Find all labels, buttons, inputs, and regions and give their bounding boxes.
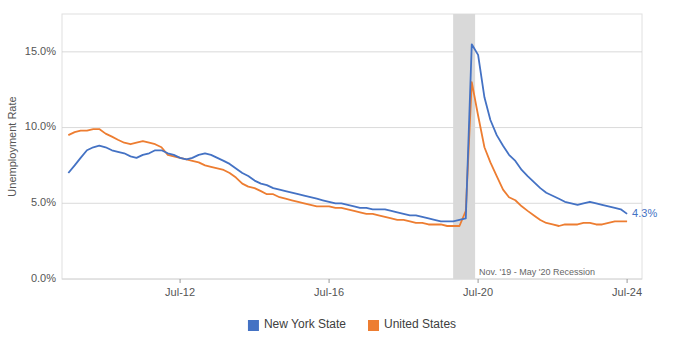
legend-label: New York State xyxy=(264,317,346,331)
plot-area xyxy=(68,14,627,279)
y-tick-label: 15.0% xyxy=(25,45,56,57)
x-tick xyxy=(627,279,628,283)
y-tick-label: 5.0% xyxy=(31,196,56,208)
x-tick-label: Jul-20 xyxy=(463,286,493,298)
plot-frame xyxy=(62,14,642,279)
band-label: Nov. '19 - May '20 Recession xyxy=(479,267,595,277)
x-tick-label: Jul-12 xyxy=(165,286,195,298)
end-label: 4.3% xyxy=(632,207,657,219)
y-axis-label: Unemployment Rate xyxy=(6,96,18,196)
grid-line xyxy=(62,51,642,52)
grid-line xyxy=(62,127,642,128)
y-tick-label: 10.0% xyxy=(25,120,56,132)
series-line xyxy=(68,44,627,221)
legend-label: United States xyxy=(384,317,456,331)
grid-line xyxy=(62,203,642,204)
x-tick xyxy=(329,279,330,283)
x-tick xyxy=(478,279,479,283)
x-tick-label: Jul-24 xyxy=(612,286,642,298)
legend-swatch xyxy=(248,320,259,331)
legend-swatch xyxy=(368,320,379,331)
x-tick-label: Jul-16 xyxy=(314,286,344,298)
y-tick-label: 0.0% xyxy=(31,272,56,284)
chart: 0.0% 5.0% 10.0% 15.0% Jul-12 Jul-16 Jul-20 Jul-… xyxy=(0,0,682,341)
legend: New York State United States xyxy=(248,317,456,331)
grid-line xyxy=(62,279,642,280)
x-tick xyxy=(180,279,181,283)
